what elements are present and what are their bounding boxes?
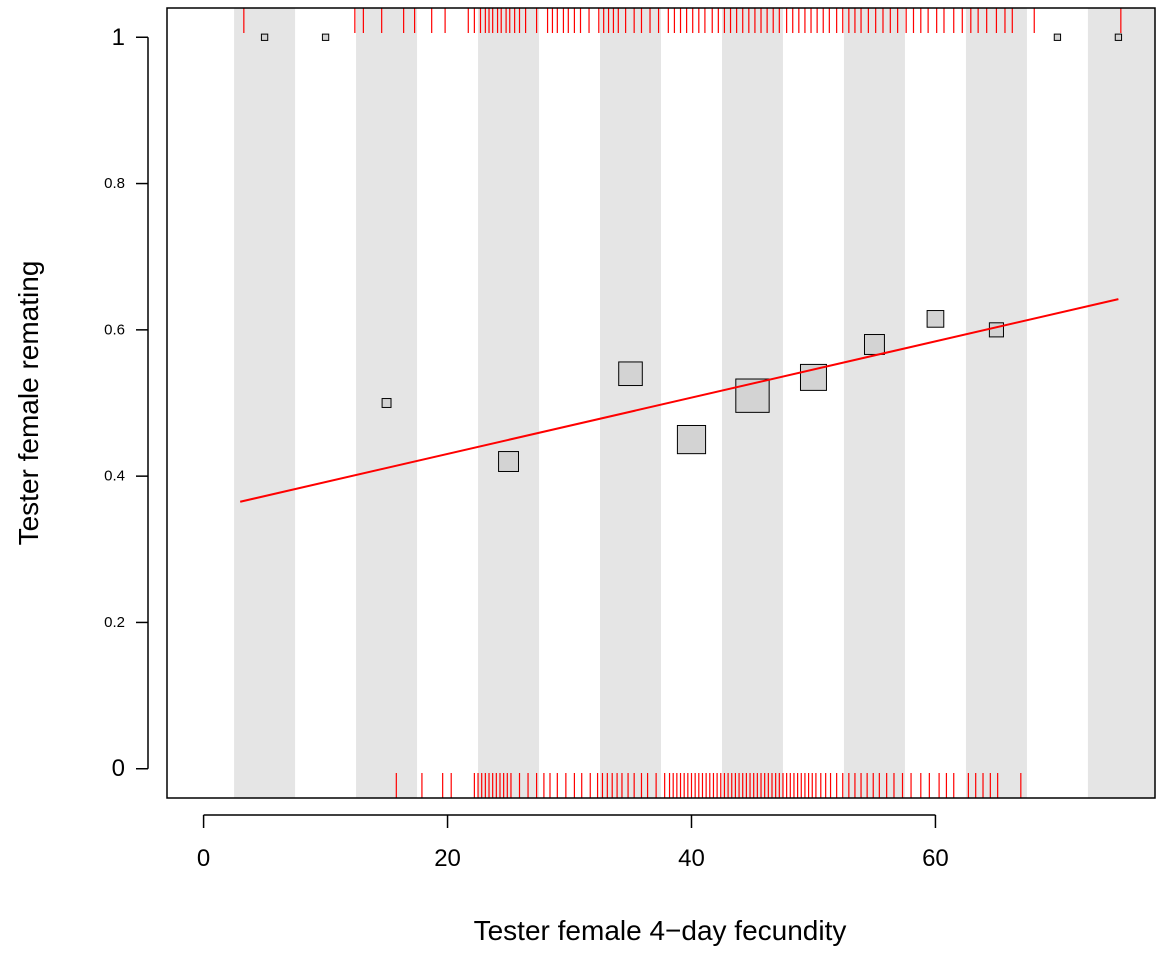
x-tick-label: 60 [922,845,949,872]
mean-point [1114,33,1123,41]
y-axis: 0 0.2 0.4 0.6 0.8 1 [104,24,149,782]
rug-top [243,8,1122,33]
background-bands [234,8,1155,798]
y-tick-label: 0.4 [104,468,125,485]
mean-point [381,398,392,408]
fit-line-group [239,298,1119,503]
y-tick-label: 0.2 [104,614,125,631]
y-tick-label: 0.6 [104,321,125,338]
y-tick-label: 1 [112,24,125,51]
band-6 [965,8,1027,798]
x-tick-label: 40 [678,845,705,872]
plot-frame [166,7,1156,799]
band-0 [234,8,296,798]
band-3 [600,8,661,798]
mean-point [321,33,330,41]
mean-point [260,33,269,41]
x-axis: 0 20 40 60 [197,814,949,872]
band-2 [478,8,540,798]
rug-bottom [395,773,1022,798]
mean-point [618,361,643,387]
y-tick-label: 0.8 [104,175,125,192]
mean-point [926,310,945,328]
band-7 [1087,8,1155,798]
mean-point [1053,33,1062,41]
x-axis-title: Tester female 4−day fecundity [474,915,847,946]
y-tick-label: 0 [112,755,125,782]
mean-point [498,451,519,472]
x-tick-label: 0 [197,845,210,872]
mean-point [988,322,1004,338]
y-axis-title: Tester female remating [13,261,44,546]
fit-line [239,298,1119,503]
mean-point [676,424,707,455]
x-tick-label: 20 [434,845,461,872]
band-5 [843,8,905,798]
mean-point [863,334,885,355]
